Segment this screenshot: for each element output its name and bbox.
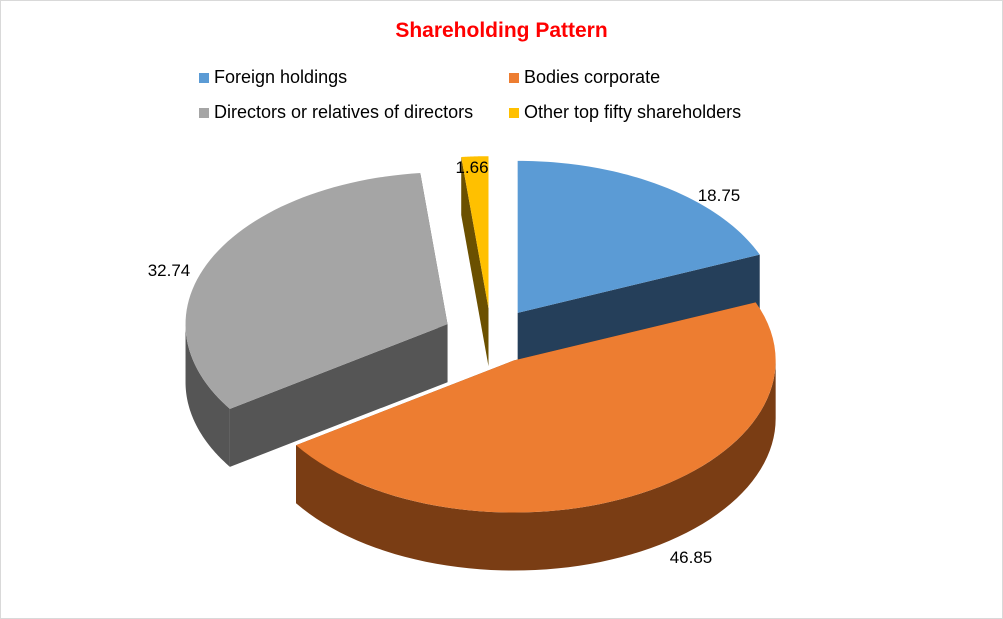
pie-slice-0 xyxy=(517,160,760,313)
slice-side-wall xyxy=(229,324,448,467)
pie-slice-2 xyxy=(185,173,448,409)
legend-item-foreign-holdings: Foreign holdings xyxy=(199,67,347,88)
legend-label: Directors or relatives of directors xyxy=(214,102,474,122)
data-label: 32.74 xyxy=(148,261,191,280)
legend-item-bodies-corporate: Bodies corporate xyxy=(509,67,660,88)
data-label: 18.75 xyxy=(698,186,741,205)
legend-swatch xyxy=(199,107,209,118)
slice-outer-wall xyxy=(185,324,230,467)
slice-side-wall xyxy=(461,157,489,367)
legend-label: Other top fifty shareholders xyxy=(524,102,742,122)
slice-outer-wall xyxy=(296,360,776,571)
legend-label: Foreign holdings xyxy=(214,67,348,87)
slice-side-wall xyxy=(517,254,760,371)
legend-label: Bodies corporate xyxy=(524,67,661,87)
data-label: 46.85 xyxy=(670,548,713,567)
data-label: 1.66 xyxy=(455,158,488,177)
legend-swatch xyxy=(509,72,519,83)
legend-item-other-top-fifty: Other top fifty shareholders xyxy=(509,102,741,123)
pie-slice-3 xyxy=(461,156,489,309)
legend-item-directors: Directors or relatives of directors xyxy=(199,102,473,123)
legend-swatch xyxy=(509,107,519,118)
chart-title: Shareholding Pattern xyxy=(395,19,608,42)
legend-swatch xyxy=(199,72,209,83)
pie-slice-1 xyxy=(296,302,776,513)
